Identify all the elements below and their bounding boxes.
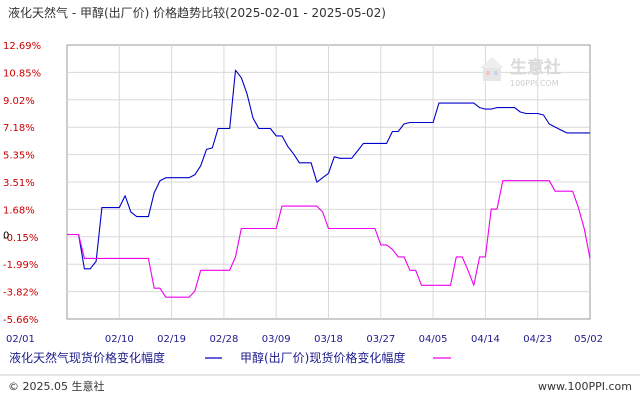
x-tick-label: 04/14	[471, 334, 500, 345]
chart-title: 液化天然气 - 甲醇(出厂价) 价格趋势比较(2025-02-01 - 2025…	[8, 5, 386, 20]
lng-price-change-line	[67, 69, 590, 270]
legend: 液化天然气现货价格变化幅度 甲醇(出厂价)现货价格变化幅度	[9, 350, 451, 365]
y-tick-label: 5.35%	[3, 151, 35, 162]
y-tick-label: -1.99%	[3, 260, 38, 271]
legend-methanol-label: 甲醇(出厂价)现货价格变化幅度	[240, 350, 405, 365]
x-tick-label: 04/05	[419, 334, 448, 345]
watermark-url: 100PPI.COM	[510, 79, 559, 88]
watermark: 生意社 100PPI.COM	[480, 57, 561, 88]
legend-lng-label: 液化天然气现货价格变化幅度	[9, 350, 165, 365]
x-tick-label: 02/10	[105, 334, 134, 345]
y-tick-label: -0.15%	[3, 233, 38, 244]
y-tick-label: 3.51%	[3, 178, 35, 189]
y-tick-label: -5.66%	[3, 315, 38, 326]
x-tick-label: 03/09	[262, 334, 291, 345]
x-tick-label: 02/01	[6, 334, 35, 345]
footer-copyright: © 2025.05 生意社	[8, 379, 104, 393]
y-tick-label: 10.85%	[3, 68, 41, 79]
series-lines	[67, 69, 591, 298]
y-zero-label: 0	[3, 230, 9, 241]
footer-site: www.100PPI.com	[538, 380, 632, 393]
x-tick-label: 05/02	[574, 334, 603, 345]
watermark-brand: 生意社	[510, 57, 561, 78]
y-tick-label: -3.82%	[3, 288, 38, 299]
x-tick-label: 02/28	[209, 334, 238, 345]
methanol-price-change-line	[67, 180, 591, 298]
x-tick-label: 04/23	[523, 334, 552, 345]
x-tick-label: 03/18	[314, 334, 343, 345]
x-axis-tick-labels: 02/01 02/10 02/19 02/28 03/09 03/18 03/27 04/05…	[6, 334, 603, 345]
y-tick-label: 1.68%	[3, 205, 35, 216]
y-tick-label: 12.69%	[3, 41, 41, 52]
y-tick-label: 7.18%	[3, 123, 35, 134]
y-axis-tick-labels: 12.69% 10.85% 9.02% 7.18% 5.35% 3.51% 1.68% -0.…	[3, 41, 41, 326]
x-tick-label: 02/19	[157, 334, 186, 345]
watermark-house-logo	[480, 57, 504, 81]
y-tick-label: 9.02%	[3, 96, 35, 107]
x-tick-label: 03/27	[366, 334, 395, 345]
